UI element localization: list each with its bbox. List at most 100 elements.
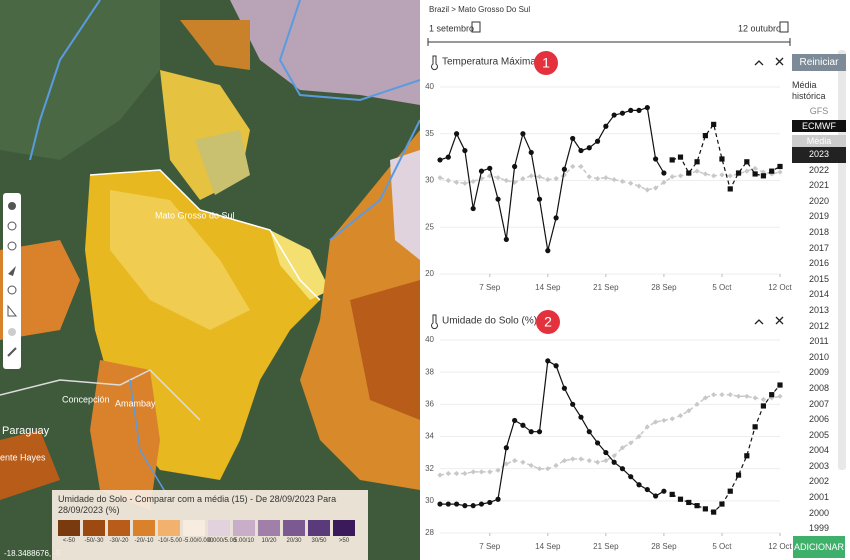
year-option[interactable]: 2000 — [808, 507, 830, 518]
close-button — [775, 316, 784, 325]
year-option[interactable]: 2022 — [808, 164, 830, 175]
point — [677, 496, 684, 502]
model-option[interactable]: Média — [792, 135, 846, 147]
point — [536, 196, 543, 202]
series-line — [440, 359, 665, 507]
y-tick-label: 35 — [425, 129, 434, 138]
year-option[interactable]: 2005 — [808, 429, 830, 440]
point — [553, 215, 559, 221]
year-option[interactable]: 2017 — [808, 242, 830, 253]
point — [619, 110, 626, 116]
year-option[interactable]: 2010 — [808, 351, 830, 362]
point — [528, 173, 534, 179]
legend-swatch — [58, 520, 80, 536]
historic-label: Média histórica — [792, 80, 826, 101]
y-tick-label: 25 — [425, 222, 434, 231]
point — [512, 417, 518, 424]
year-option[interactable]: 2021 — [808, 180, 830, 191]
breadcrumb[interactable]: Brazil > Mato Grosso Do Sul — [429, 5, 530, 14]
point — [545, 248, 551, 254]
year-option[interactable]: 2009 — [808, 367, 830, 378]
point — [777, 163, 783, 170]
point — [453, 470, 460, 477]
year-option[interactable]: 2014 — [808, 289, 830, 300]
point — [760, 396, 767, 403]
year-option[interactable]: 2013 — [808, 304, 830, 315]
x-tick-label: 12 Oct — [768, 283, 792, 292]
model-option[interactable]: GFS — [809, 106, 829, 116]
year-option[interactable]: 2018 — [808, 226, 830, 237]
legend-label: >50 — [338, 538, 350, 544]
point — [603, 175, 609, 181]
year-option[interactable]: 2003 — [808, 460, 830, 471]
year-option[interactable]: 2012 — [808, 320, 830, 331]
x-tick-label: 7 Sep — [479, 283, 500, 292]
legend-label: -50/-30 — [84, 538, 104, 544]
series-line — [439, 106, 665, 251]
year-option[interactable]: 2020 — [808, 195, 830, 206]
year-option[interactable]: 2004 — [808, 445, 830, 456]
point — [437, 175, 443, 181]
year-option[interactable]: 2015 — [808, 273, 830, 284]
point — [495, 467, 501, 473]
point — [495, 196, 501, 202]
map-label: ente Hayes — [0, 452, 46, 462]
point — [727, 488, 733, 494]
point — [711, 173, 717, 179]
point — [644, 424, 650, 430]
year-option[interactable]: 2011 — [809, 336, 829, 347]
year-option[interactable]: 2023 — [792, 147, 846, 163]
date-start[interactable]: 1 setembro — [429, 23, 474, 33]
point — [453, 179, 460, 185]
point — [644, 104, 650, 111]
point — [669, 416, 675, 422]
thermometer-icon — [431, 55, 438, 71]
legend-label: 10/20 — [261, 538, 277, 544]
point — [578, 147, 584, 154]
add-button[interactable]: ADICIONAR — [793, 536, 845, 558]
y-tick-label: 38 — [425, 367, 434, 376]
point — [677, 173, 684, 179]
year-option[interactable]: 2008 — [808, 382, 830, 393]
legend-swatch — [158, 520, 180, 536]
legend-label: -5.00/0.000 — [183, 538, 214, 544]
year-option[interactable]: 2001 — [808, 492, 830, 503]
map-label: Paraguay — [2, 425, 50, 437]
point — [727, 392, 733, 398]
date-end[interactable]: 12 outubro — [738, 23, 781, 33]
point — [611, 112, 617, 118]
point — [636, 107, 642, 113]
legend-item: 30/50 — [308, 520, 330, 556]
point — [661, 488, 667, 494]
year-option[interactable]: 2006 — [808, 414, 830, 425]
year-option[interactable]: 2019 — [808, 211, 830, 222]
point — [570, 163, 576, 170]
point — [669, 157, 675, 163]
point — [453, 501, 460, 507]
point — [727, 186, 733, 192]
year-option[interactable]: 2016 — [808, 258, 830, 269]
point — [719, 172, 725, 178]
point — [636, 482, 642, 488]
map-label: Concepción — [62, 394, 110, 404]
reset-button[interactable]: Reiniciar — [792, 54, 846, 71]
year-option[interactable]: 2002 — [808, 476, 830, 487]
point — [553, 176, 559, 182]
legend-item: -5.00/0.000 — [183, 520, 214, 556]
legend-item: -50/-30 — [83, 520, 105, 556]
year-option[interactable]: 1999 — [808, 523, 830, 534]
point — [661, 179, 667, 185]
point — [777, 382, 783, 388]
legend-item: 5.00/10 — [233, 520, 255, 556]
chart-title: Temperatura Máxima (°C) — [442, 57, 557, 68]
year-option[interactable]: 2007 — [808, 398, 830, 409]
chart-title: Umidade do Solo (%) — [442, 316, 537, 327]
point — [512, 163, 518, 170]
legend-item: -10/-5.00 — [158, 520, 182, 556]
model-option[interactable]: ECMWF — [792, 120, 846, 132]
point — [520, 131, 526, 137]
legend-swatch — [333, 520, 355, 536]
point — [437, 501, 443, 507]
